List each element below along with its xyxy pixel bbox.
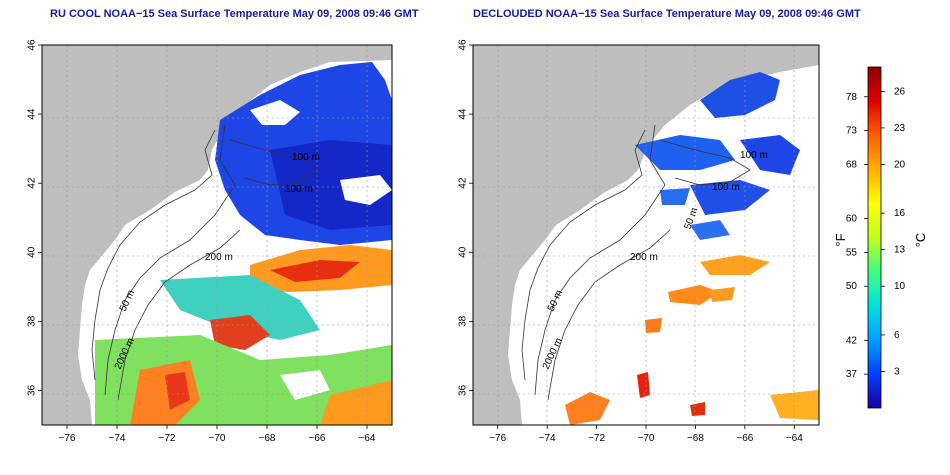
colorbar-gradient [867, 66, 882, 409]
left-lon-tick-label: −64 [359, 433, 376, 444]
right-lat-tick-label: 46 [458, 39, 469, 51]
colorbar: 26 23 20 16 13 10 6 3 78 73 68 60 55 50 42 37 °F °C [833, 66, 928, 409]
celsius-tick-label: 23 [894, 123, 906, 134]
right-sst-blue-5 [690, 220, 730, 240]
right-lon-tick-label: −66 [736, 433, 753, 444]
right-lat-tick-label: 40 [458, 246, 469, 258]
left-contour-2000m [117, 229, 241, 401]
celsius-tick-label: 20 [894, 159, 906, 170]
right-contour-label-1: 100 m [740, 150, 768, 161]
right-sst-orange-sw [565, 392, 610, 425]
left-sst-cloud-2 [340, 175, 392, 205]
left-contour-label-3: 200 m [205, 252, 233, 263]
left-sst-blue-deep [270, 140, 392, 230]
fahrenheit-tick-label: 60 [846, 214, 858, 225]
right-sst-blue-2 [740, 135, 800, 175]
left-lon-tick-label: −74 [109, 433, 126, 444]
fahrenheit-tick-label: 68 [846, 159, 858, 170]
left-sst-cloud-1 [250, 100, 300, 125]
right-sst-blue-4 [660, 188, 690, 205]
celsius-tick-label: 10 [894, 281, 906, 292]
left-contour-label-1: 100 m [292, 152, 320, 163]
right-contour-label-4: 200 m [630, 252, 658, 263]
fahrenheit-tick-label: 73 [846, 126, 858, 137]
left-map-panel: 100 m 100 m 200 m 50 m 2000 m −76 −74 −72−… [27, 39, 393, 444]
fahrenheit-tick-label: 50 [846, 281, 858, 292]
left-sst-cyan-mix [160, 275, 320, 340]
left-lat-tick-label: 44 [27, 108, 38, 120]
right-lon-tick-label: −76 [489, 433, 506, 444]
right-lon-tick-label: −70 [638, 433, 655, 444]
right-contour-200m [534, 124, 666, 396]
celsius-tick-label: 26 [894, 86, 906, 97]
left-sst-orange-se [320, 380, 392, 425]
fahrenheit-unit-label: °F [833, 233, 848, 246]
right-lon-tick-label: −72 [588, 433, 605, 444]
right-sst-red-1 [637, 372, 650, 398]
left-contour-50m [91, 129, 216, 381]
right-map-panel: 100 m 100 m 50 m 200 m 50 m 2000 m −76 −7… [458, 39, 820, 444]
right-lat-tick-label: 42 [458, 177, 469, 189]
right-lon-tick-label: −74 [539, 433, 556, 444]
left-lon-tick-label: −66 [309, 433, 326, 444]
right-sst-orange-1 [700, 255, 770, 275]
right-lon-tick-label: −68 [687, 433, 704, 444]
right-contour-label-2: 100 m [712, 182, 740, 193]
right-contour-2000m [547, 229, 671, 401]
fahrenheit-tick-label: 42 [846, 335, 858, 346]
celsius-unit-label: °C [913, 233, 928, 248]
left-sst-red-band [270, 260, 360, 282]
right-lat-tick-label: 38 [458, 315, 469, 327]
celsius-tick-label: 13 [894, 245, 906, 256]
colorbar-ticks: 26 23 20 16 13 10 6 3 78 73 68 60 55 50 42 37 [846, 86, 906, 380]
right-map-title: DECLOUDED NOAA−15 Sea Surface Temperatur… [473, 8, 861, 20]
right-sst-blue-ne [700, 72, 780, 118]
left-lon-tick-label: −76 [59, 433, 76, 444]
left-lat-tick-label: 36 [27, 384, 38, 396]
right-sst-blue-1 [635, 135, 735, 170]
celsius-tick-label: 3 [894, 366, 900, 377]
right-lat-tick-label: 36 [458, 384, 469, 396]
left-axis-ticks: −76 −74 −72 −70 −68 −66 −64 36 38 40 42 44 46 [27, 39, 376, 444]
left-lat-tick-label: 40 [27, 246, 38, 258]
left-lon-tick-label: −70 [209, 433, 226, 444]
left-lat-tick-label: 42 [27, 177, 38, 189]
left-contour-100m [229, 139, 321, 186]
right-sst-blue-3 [690, 180, 770, 215]
left-land [42, 45, 392, 425]
left-lon-tick-label: −68 [259, 433, 276, 444]
celsius-tick-label: 16 [894, 208, 906, 219]
left-lat-tick-label: 46 [27, 39, 38, 51]
left-lon-tick-label: −72 [159, 433, 176, 444]
right-sst-orange-se [770, 390, 819, 420]
right-map-grid [473, 45, 819, 425]
left-map-grid [42, 45, 392, 425]
fahrenheit-tick-label: 78 [846, 92, 858, 103]
left-sst-red-patch [210, 315, 270, 350]
left-contour-label-2: 100 m [285, 184, 313, 195]
left-sst-red-south [165, 372, 190, 410]
celsius-tick-label: 6 [894, 330, 900, 341]
right-sst-red-2 [690, 402, 705, 416]
fahrenheit-tick-label: 37 [846, 369, 858, 380]
left-lat-tick-label: 38 [27, 315, 38, 327]
left-map-title: RU COOL NOAA−15 Sea Surface Temperature … [50, 8, 419, 20]
right-sst-orange-s [645, 318, 662, 333]
fahrenheit-tick-label: 55 [846, 247, 858, 258]
left-contour-200m [104, 124, 236, 396]
left-sst-cloud-3 [280, 370, 330, 400]
right-lon-tick-label: −64 [786, 433, 803, 444]
right-sst-orange-2 [668, 285, 720, 305]
right-lat-tick-label: 44 [458, 108, 469, 120]
right-axis-ticks: −76 −74 −72 −70 −68 −66 −64 36 38 40 42 44 46 [458, 39, 804, 444]
right-land [473, 45, 819, 425]
right-sst-orange-3 [710, 287, 735, 302]
